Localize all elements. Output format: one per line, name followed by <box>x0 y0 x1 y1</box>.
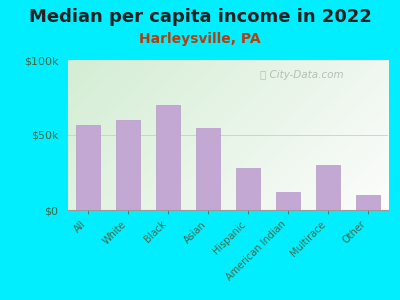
Bar <box>156 105 180 210</box>
Bar <box>236 168 260 210</box>
Bar <box>196 128 220 210</box>
Text: Harleysville, PA: Harleysville, PA <box>139 32 261 46</box>
Bar <box>116 120 140 210</box>
Text: Median per capita income in 2022: Median per capita income in 2022 <box>28 8 372 26</box>
Bar <box>76 124 100 210</box>
Text: ⓘ City-Data.com: ⓘ City-Data.com <box>260 70 344 80</box>
Bar <box>356 195 380 210</box>
Bar <box>316 165 340 210</box>
Bar <box>276 192 300 210</box>
